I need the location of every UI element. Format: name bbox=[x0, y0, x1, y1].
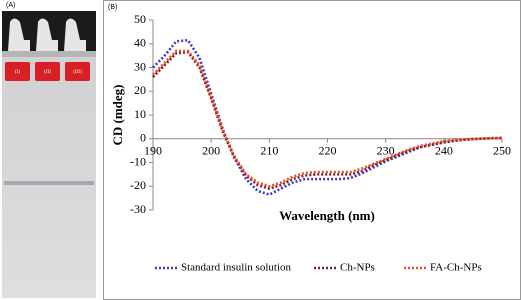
y-tick-label: -30 bbox=[130, 202, 146, 216]
x-tick-label: 240 bbox=[435, 144, 453, 158]
x-tick-label: 220 bbox=[319, 144, 337, 158]
y-axis-title: CD (mdeg) bbox=[110, 84, 125, 145]
x-tick-label: 200 bbox=[202, 144, 220, 158]
lane-label: (III) bbox=[73, 70, 82, 75]
x-tick-label: 230 bbox=[377, 144, 395, 158]
y-tick-label: -10 bbox=[130, 154, 146, 168]
panel-border bbox=[103, 0, 521, 300]
y-tick-label: 40 bbox=[134, 36, 146, 50]
legend-label: Standard insulin solution bbox=[181, 262, 292, 274]
x-tick-label: 250 bbox=[493, 144, 511, 158]
gel bbox=[2, 11, 96, 298]
gel-edge bbox=[2, 51, 96, 57]
legend-label: FA-Ch-NPs bbox=[430, 262, 482, 274]
x-tick-label: 210 bbox=[260, 144, 278, 158]
lane-tags bbox=[5, 62, 90, 81]
panel-label: (B) bbox=[108, 4, 117, 11]
y-tick-label: -20 bbox=[130, 178, 146, 192]
y-tick-label: 0 bbox=[140, 131, 146, 145]
gel-band bbox=[4, 181, 94, 185]
lane-label: (II) bbox=[44, 70, 51, 75]
panel-label: (A) bbox=[6, 2, 15, 9]
legend-label: Ch-NPs bbox=[340, 262, 375, 274]
y-tick-label: 20 bbox=[134, 83, 146, 97]
lane-label: (I) bbox=[15, 70, 20, 75]
series-line bbox=[152, 49, 503, 188]
series-line bbox=[152, 38, 503, 196]
x-tick-label: 190 bbox=[144, 144, 162, 158]
y-tick-label: 10 bbox=[134, 107, 146, 121]
series-line bbox=[152, 50, 503, 190]
y-tick-label: 50 bbox=[134, 12, 146, 26]
x-axis-title: Wavelength (nm) bbox=[279, 208, 375, 223]
y-tick-label: 30 bbox=[134, 59, 146, 73]
wells bbox=[8, 18, 86, 51]
